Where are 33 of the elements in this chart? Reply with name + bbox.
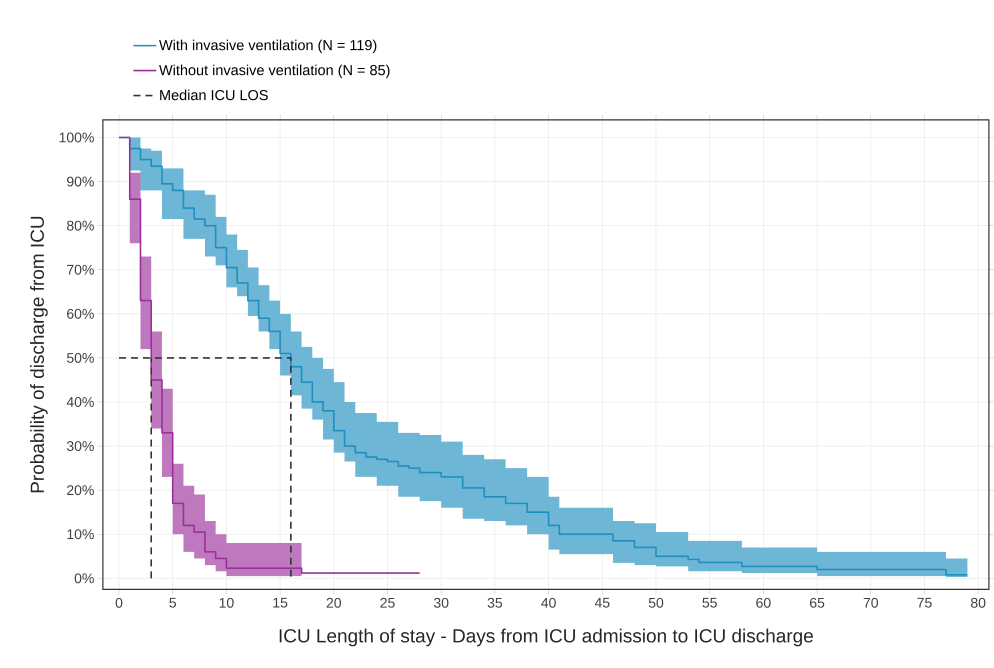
x-tick-label: 70 <box>864 598 878 608</box>
x-tick-label: 10 <box>220 598 234 608</box>
legend-label: Without invasive ventilation (N = 85) <box>159 64 390 78</box>
y-tick-label: 10% <box>67 529 94 540</box>
x-tick-label: 25 <box>380 598 395 608</box>
y-tick-label: 20% <box>67 485 94 495</box>
x-tick-label: 80 <box>971 598 986 608</box>
x-axis-title: ICU Length of stay - Days from ICU admission to ICU discharge <box>280 628 813 646</box>
x-tick-label: 55 <box>702 598 717 608</box>
y-tick-label: 60% <box>67 308 94 319</box>
x-tick-label: 60 <box>756 598 771 608</box>
x-tick-label: 50 <box>648 598 664 608</box>
legend-label: With invasive ventilation (N = 119) <box>159 40 376 54</box>
x-tick-label: 0 <box>116 598 122 608</box>
x-tick-label: 20 <box>326 598 342 608</box>
legend-label: Median ICU LOS <box>160 89 268 100</box>
x-tick-label: 35 <box>488 598 502 608</box>
x-tick-label: 65 <box>810 598 824 608</box>
y-tick-label: 100% <box>60 132 94 142</box>
x-tick-label: 30 <box>434 598 448 608</box>
x-tick-label: 40 <box>541 598 556 608</box>
y-tick-label: 80% <box>66 220 94 230</box>
x-tick-label: 75 <box>917 598 932 608</box>
x-tick-label: 45 <box>594 598 610 608</box>
y-tick-label: 50% <box>66 352 94 363</box>
x-tick-label: 5 <box>169 598 176 608</box>
y-tick-label: 0% <box>74 573 94 584</box>
y-tick-label: 70% <box>67 264 94 275</box>
y-tick-label: 40% <box>66 396 94 407</box>
y-axis-title: Probability of discharge from ICU <box>30 216 48 492</box>
x-tick-label: 15 <box>273 598 288 608</box>
y-tick-label: 90% <box>67 176 94 186</box>
y-tick-label: 30% <box>66 440 94 451</box>
